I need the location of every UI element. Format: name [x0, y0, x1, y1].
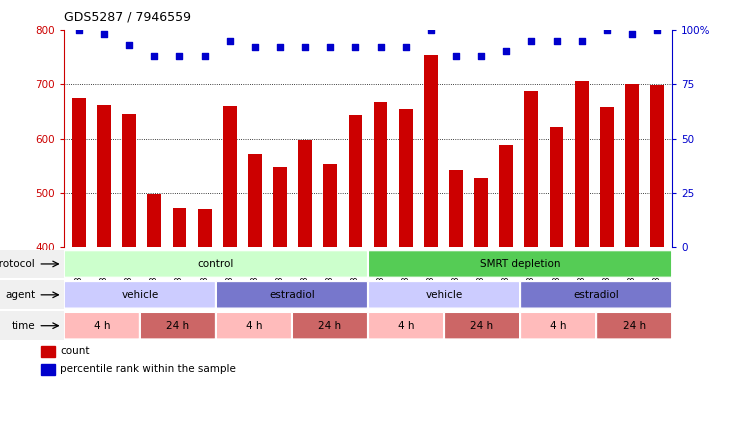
Point [375, 44, 387, 50]
Point [601, 26, 613, 33]
FancyBboxPatch shape [520, 313, 596, 339]
Text: GDS5287 / 7946559: GDS5287 / 7946559 [64, 11, 191, 24]
Point [173, 52, 185, 59]
Text: control: control [198, 259, 234, 269]
Bar [324, 164, 337, 423]
Bar [273, 167, 287, 423]
FancyBboxPatch shape [216, 282, 367, 308]
Text: agent: agent [5, 290, 35, 300]
Point [349, 44, 361, 50]
Bar [147, 194, 161, 423]
Text: estradiol: estradiol [269, 290, 315, 300]
Point [299, 44, 311, 50]
Point [123, 41, 135, 48]
Bar [198, 209, 212, 423]
Bar [223, 106, 237, 423]
Text: vehicle: vehicle [121, 290, 158, 300]
Text: 24 h: 24 h [470, 321, 493, 331]
Point [475, 52, 487, 59]
Bar [41, 364, 55, 375]
Bar [474, 178, 488, 423]
Point [651, 26, 663, 33]
FancyBboxPatch shape [369, 313, 444, 339]
Bar [550, 127, 563, 423]
FancyBboxPatch shape [596, 313, 671, 339]
Bar [348, 115, 362, 423]
Point [550, 37, 562, 44]
Point [576, 37, 588, 44]
FancyBboxPatch shape [292, 313, 367, 339]
Bar [374, 102, 388, 423]
Bar [650, 85, 664, 423]
Text: estradiol: estradiol [573, 290, 619, 300]
Bar [600, 107, 614, 423]
Point [425, 26, 437, 33]
Text: 4 h: 4 h [398, 321, 415, 331]
Text: 24 h: 24 h [166, 321, 189, 331]
FancyBboxPatch shape [65, 282, 216, 308]
Point [500, 48, 512, 55]
Point [400, 44, 412, 50]
FancyBboxPatch shape [369, 282, 520, 308]
Point [626, 30, 638, 37]
Text: SMRT depletion: SMRT depletion [480, 259, 560, 269]
Point [98, 30, 110, 37]
Bar [41, 346, 55, 357]
Bar [122, 114, 136, 423]
Point [249, 44, 261, 50]
Point [198, 52, 210, 59]
FancyBboxPatch shape [65, 251, 367, 277]
Text: protocol: protocol [0, 259, 35, 269]
Text: 24 h: 24 h [623, 321, 646, 331]
Bar [248, 154, 262, 423]
FancyBboxPatch shape [65, 313, 140, 339]
Text: time: time [11, 321, 35, 331]
Point [224, 37, 236, 44]
Bar [399, 109, 412, 423]
Point [324, 44, 336, 50]
Text: vehicle: vehicle [425, 290, 463, 300]
FancyBboxPatch shape [140, 313, 216, 339]
Text: percentile rank within the sample: percentile rank within the sample [60, 364, 236, 374]
Bar [97, 105, 111, 423]
Text: 4 h: 4 h [94, 321, 110, 331]
Bar [625, 84, 639, 423]
FancyBboxPatch shape [369, 251, 671, 277]
Bar [449, 170, 463, 423]
Point [148, 52, 160, 59]
Bar [575, 81, 589, 423]
Point [73, 26, 85, 33]
Point [526, 37, 538, 44]
Text: 4 h: 4 h [550, 321, 566, 331]
FancyBboxPatch shape [520, 282, 671, 308]
Text: 24 h: 24 h [318, 321, 342, 331]
Bar [424, 55, 438, 423]
Point [274, 44, 286, 50]
Text: count: count [60, 346, 89, 356]
Bar [499, 145, 513, 423]
Bar [72, 98, 86, 423]
FancyBboxPatch shape [445, 313, 520, 339]
Text: 4 h: 4 h [246, 321, 262, 331]
Point [450, 52, 462, 59]
Bar [173, 208, 186, 423]
Bar [298, 140, 312, 423]
Bar [524, 91, 538, 423]
FancyBboxPatch shape [216, 313, 291, 339]
